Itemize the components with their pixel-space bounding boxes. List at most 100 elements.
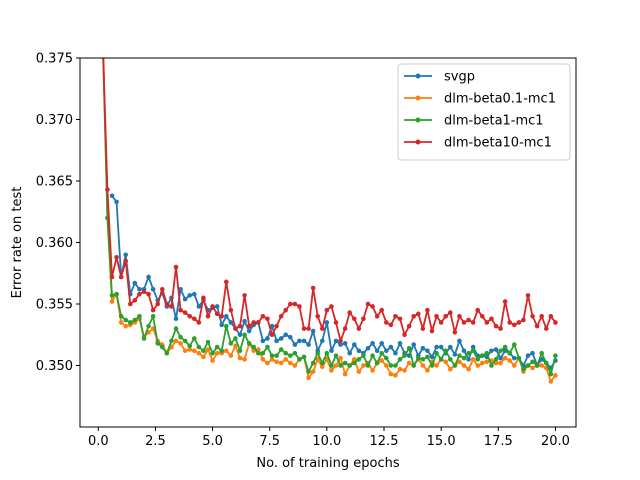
x-axis-label: No. of training epochs xyxy=(256,456,399,471)
data-point xyxy=(333,353,339,358)
data-point xyxy=(228,353,234,358)
data-point xyxy=(553,353,558,358)
data-point xyxy=(233,343,238,349)
data-point xyxy=(461,348,467,354)
data-point xyxy=(127,320,133,325)
data-point xyxy=(187,314,193,319)
data-point xyxy=(443,314,449,319)
data-point xyxy=(210,350,215,356)
data-point xyxy=(283,350,289,356)
data-point xyxy=(466,350,471,356)
data-point xyxy=(287,360,293,366)
data-point xyxy=(233,326,238,331)
data-point xyxy=(379,350,385,356)
data-point xyxy=(123,258,129,264)
data-point xyxy=(310,360,316,366)
data-point xyxy=(452,363,458,368)
data-point xyxy=(397,316,403,322)
data-point xyxy=(329,363,334,368)
data-point xyxy=(516,355,522,361)
data-point xyxy=(429,354,435,360)
data-point xyxy=(306,326,311,331)
data-point xyxy=(178,307,183,313)
data-point xyxy=(425,368,430,373)
data-point xyxy=(114,254,119,260)
data-point xyxy=(397,341,403,346)
data-point xyxy=(132,298,138,303)
data-point xyxy=(383,320,389,325)
data-point xyxy=(210,358,215,363)
data-point xyxy=(269,357,275,362)
data-point xyxy=(141,336,147,341)
legend-box xyxy=(397,63,571,161)
data-point xyxy=(452,352,458,357)
data-point xyxy=(342,371,348,377)
data-point xyxy=(383,355,389,361)
data-point xyxy=(164,350,170,356)
data-point xyxy=(393,314,398,319)
legend-marker xyxy=(415,73,421,79)
data-point xyxy=(109,299,115,304)
data-point xyxy=(521,317,526,323)
data-point xyxy=(191,316,197,322)
data-point xyxy=(310,285,316,291)
data-point xyxy=(543,326,549,331)
data-point xyxy=(173,264,179,270)
data-point xyxy=(196,304,202,309)
data-point xyxy=(242,293,247,298)
data-point xyxy=(493,357,499,362)
data-point xyxy=(406,323,412,329)
data-point xyxy=(319,360,325,366)
data-point xyxy=(411,314,417,319)
data-point xyxy=(425,307,430,313)
data-point xyxy=(109,274,115,280)
data-point xyxy=(374,360,380,366)
data-point xyxy=(114,291,119,297)
data-point xyxy=(223,314,229,319)
data-point xyxy=(265,344,270,350)
data-point xyxy=(173,316,179,322)
data-point xyxy=(223,348,229,354)
data-point xyxy=(219,314,225,319)
data-point xyxy=(274,323,279,329)
data-point xyxy=(123,317,129,323)
x-tick-label: 17.5 xyxy=(484,434,513,449)
data-point xyxy=(219,348,225,354)
x-tick-label: 10.0 xyxy=(312,434,341,449)
data-point xyxy=(461,363,467,368)
data-point xyxy=(543,360,549,366)
data-point xyxy=(470,348,476,354)
data-point xyxy=(502,355,508,361)
data-point xyxy=(489,316,494,322)
data-point xyxy=(319,338,325,344)
data-point xyxy=(466,366,471,372)
data-point xyxy=(347,310,353,315)
data-point xyxy=(379,307,385,313)
data-point xyxy=(187,343,193,349)
data-point xyxy=(137,314,142,319)
data-point xyxy=(470,320,476,325)
data-point xyxy=(324,307,330,313)
y-tick-label: 0.350 xyxy=(36,359,73,374)
data-point xyxy=(324,320,330,325)
data-point xyxy=(370,304,375,309)
data-point xyxy=(479,314,485,319)
data-point xyxy=(470,357,476,362)
data-point xyxy=(548,371,554,377)
y-tick-label: 0.370 xyxy=(36,113,73,128)
data-point xyxy=(260,338,266,344)
data-point xyxy=(265,360,270,366)
data-point xyxy=(278,314,284,319)
data-point xyxy=(434,314,439,319)
data-point xyxy=(219,322,225,328)
data-point xyxy=(278,347,284,352)
data-point xyxy=(379,341,385,346)
data-point xyxy=(466,317,471,323)
data-point xyxy=(150,286,156,292)
data-point xyxy=(155,301,161,307)
data-point xyxy=(274,359,279,365)
x-tick-label: 15.0 xyxy=(427,434,456,449)
data-point xyxy=(457,359,462,365)
data-point xyxy=(191,336,197,341)
data-point xyxy=(278,360,284,366)
